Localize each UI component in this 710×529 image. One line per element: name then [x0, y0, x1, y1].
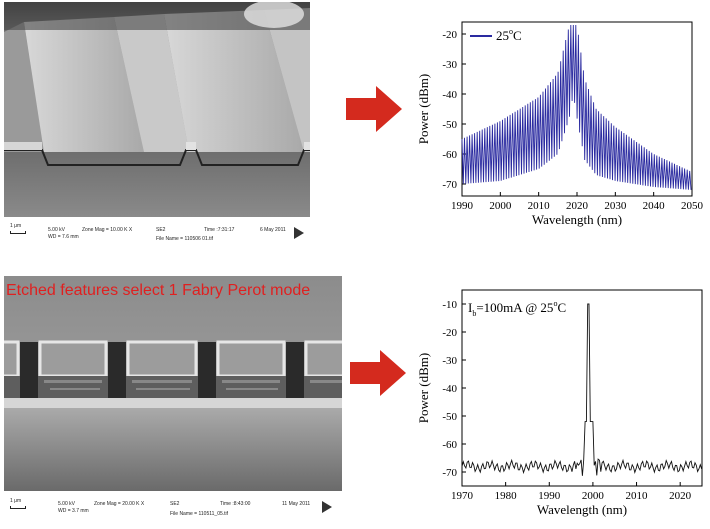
spectrum-chart-top: 1990 2000 2010 2020 2030 2040 2050 -20 -30 -40 -50…: [414, 0, 710, 240]
spectrum-chart-bottom-svg: 1970 1980 1990 2000 2010 2020 -10 -20 -30 -40 -50 -…: [416, 289, 703, 517]
sem-image-top: 1 μm 5.00 kV Zone Mag = 10.00 K X SE2 Ti…: [4, 2, 310, 251]
sem-bottom-date: 11 May 2011: [282, 501, 311, 507]
right-arrow-icon-top: [346, 86, 402, 132]
sem-bottom-scalebar: [10, 506, 26, 509]
chart-bottom-ytick-label: -30: [442, 355, 457, 367]
chart-bottom-ytick-label: -40: [442, 383, 457, 395]
sem-image-bottom: Etched features select 1 Fabry Perot mod…: [4, 276, 342, 527]
chart-bottom-frame: [461, 289, 703, 487]
sem-top-voltage: 5.00 kV: [48, 227, 65, 233]
chart-bottom-xtick-label: 1970: [451, 490, 474, 502]
zeiss-logo-icon: [322, 501, 332, 513]
chart-top-ytick-label: -50: [442, 119, 457, 131]
sem-bottom-filename: File Name = 110511_05.tif: [170, 511, 229, 517]
sem-bottom-detector: SE2: [170, 501, 180, 507]
sem-top-mag: Zone Mag = 10.00 K X: [82, 227, 133, 233]
chart-top-ylabel: Power (dBm): [416, 74, 431, 144]
chart-top-series-line: [461, 24, 692, 190]
spectrum-chart-bottom: 1970 1980 1990 2000 2010 2020 -10 -20 -30 -40 -50 -…: [414, 278, 710, 526]
sem-top-filename: File Name = 110506 01.tif: [156, 236, 214, 242]
sem-top-scalebar-label: 1 μm: [10, 223, 22, 229]
chart-top-ytick-label: -40: [442, 89, 457, 101]
sem-top-picture: [4, 2, 310, 217]
chart-top-xtick-label: 2030: [604, 200, 627, 212]
chart-top-xtick-label: 1990: [451, 200, 474, 212]
sem-bottom-voltage: 5.00 kV: [58, 501, 75, 507]
chart-bottom-xtick-label: 1980: [495, 490, 518, 502]
chart-top-ytick-label: -30: [442, 59, 457, 71]
chart-bottom-ytick-label: -50: [442, 411, 457, 423]
chart-top-ytick-label: -20: [442, 29, 457, 41]
chart-top-legend-label: 25oC: [496, 27, 522, 43]
right-arrow-icon-bottom: [350, 350, 406, 396]
chart-top-xtick-label: 2000: [489, 200, 512, 212]
chart-top-ytick-label: -70: [442, 179, 457, 191]
sem-top-time: Time :7:31:17: [204, 227, 235, 233]
chart-top-xtick-label: 2020: [566, 200, 589, 212]
sem-bottom-mag: Zone Mag = 20.00 K X: [94, 501, 145, 507]
sem-bottom-picture: [4, 276, 342, 491]
sem-bottom-overlay-text: Etched features select 1 Fabry Perot mod…: [6, 282, 311, 299]
chart-bottom-ytick-label: -60: [442, 439, 457, 451]
sem-top-date: 6 May 2011: [260, 227, 286, 233]
zeiss-logo-icon: [294, 227, 304, 239]
chart-bottom-ytick-label: -20: [442, 327, 457, 339]
chart-bottom-xlabel: Wavelength (nm): [537, 502, 627, 517]
chart-top-xtick-label: 2010: [528, 200, 551, 212]
sem-bottom-scalebar-label: 1 μm: [10, 498, 22, 504]
chart-bottom-annotation: Ib=100mA @ 25oC: [468, 299, 566, 318]
chart-top-xtick-label: 2050: [681, 200, 704, 212]
chart-top-xlabel: Wavelength (nm): [532, 212, 622, 227]
chart-bottom-series-line: [461, 303, 703, 476]
chart-bottom-xtick-label: 2020: [669, 490, 692, 502]
chart-bottom-ytick-label: -10: [442, 299, 457, 311]
spectrum-chart-top-svg: 1990 2000 2010 2020 2030 2040 2050 -20 -30 -40 -50…: [416, 21, 704, 227]
chart-bottom-xtick-label: 1990: [538, 490, 561, 502]
sem-top-scalebar: [10, 231, 26, 234]
sem-top-wd: WD = 7.6 mm: [48, 234, 79, 240]
sem-bottom-wd: WD = 3.7 mm: [58, 508, 89, 514]
chart-bottom-ylabel: Power (dBm): [416, 353, 431, 423]
sem-bottom-time: Time :8:43:00: [220, 501, 251, 507]
chart-bottom-ytick-label: -70: [442, 467, 457, 479]
chart-bottom-xtick-label: 2000: [582, 490, 605, 502]
sem-top-detector: SE2: [156, 227, 166, 233]
chart-top-xtick-label: 2040: [643, 200, 666, 212]
chart-top-ytick-label: -60: [442, 149, 457, 161]
chart-bottom-xtick-label: 2010: [626, 490, 649, 502]
